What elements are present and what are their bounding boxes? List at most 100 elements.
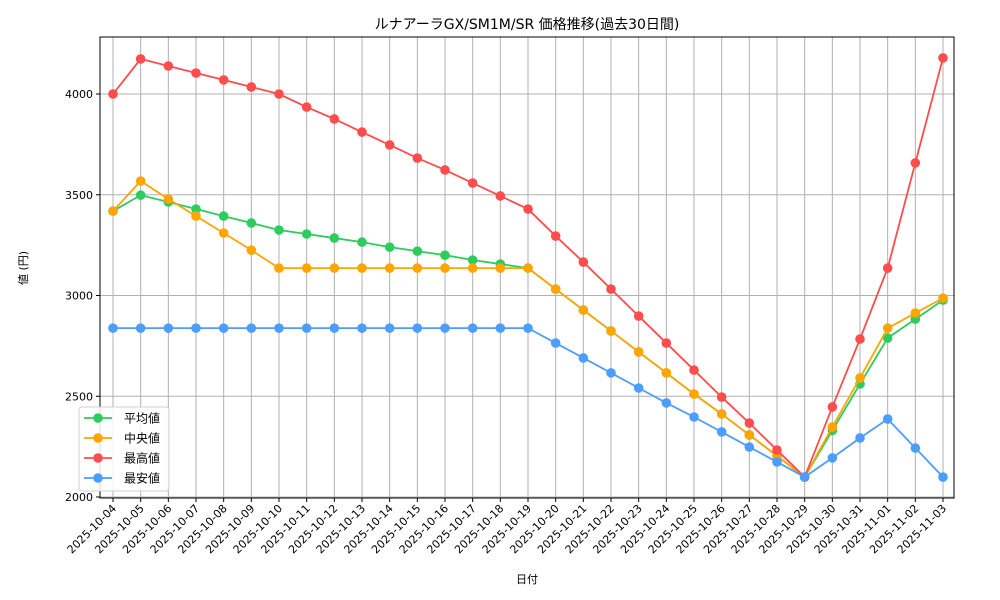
data-point-marker — [467, 323, 478, 333]
data-point-marker — [440, 263, 450, 273]
data-point-marker — [744, 442, 755, 452]
data-point-marker — [523, 204, 533, 214]
data-point-marker — [384, 242, 395, 252]
data-point-marker — [744, 430, 755, 440]
data-point-marker — [191, 211, 201, 221]
data-point-marker — [246, 323, 257, 333]
data-point-marker — [855, 373, 865, 383]
data-point-marker — [495, 191, 506, 201]
data-point-marker — [412, 153, 423, 163]
legend-marker-icon — [93, 433, 103, 443]
legend-marker-icon — [93, 473, 103, 483]
data-point-marker — [550, 231, 561, 241]
data-point-marker — [772, 445, 782, 455]
plot-area-frame — [99, 36, 955, 499]
data-point-marker — [218, 228, 229, 238]
data-point-marker — [495, 263, 506, 273]
data-point-marker — [135, 323, 146, 333]
y-tick-label: 2500 — [65, 390, 93, 403]
data-point-marker — [633, 311, 644, 321]
legend-label: 平均値 — [124, 411, 160, 426]
data-point-marker — [938, 472, 948, 482]
data-point-marker — [274, 89, 284, 99]
data-point-marker — [606, 326, 616, 336]
data-point-marker — [301, 323, 312, 333]
data-point-marker — [467, 255, 478, 265]
data-point-marker — [218, 323, 229, 333]
data-point-marker — [246, 82, 257, 92]
data-point-marker — [689, 389, 699, 399]
data-point-marker — [799, 472, 810, 482]
data-point-marker — [108, 89, 118, 99]
data-point-marker — [274, 323, 284, 333]
data-point-marker — [716, 409, 727, 419]
legend-label: 最安値 — [124, 471, 160, 486]
data-point-marker — [191, 323, 201, 333]
series-1 — [108, 176, 948, 482]
data-point-marker — [412, 323, 423, 333]
data-point-marker — [357, 323, 367, 333]
data-point-marker — [412, 246, 423, 256]
data-point-marker — [357, 127, 367, 137]
data-point-marker — [689, 412, 699, 422]
x-axis-label: 日付 — [516, 573, 538, 586]
y-tick-label: 3500 — [65, 189, 93, 202]
data-point-marker — [910, 308, 921, 318]
x-axis: 2025-10-042025-10-052025-10-062025-10-07… — [65, 498, 949, 556]
data-point-marker — [523, 263, 533, 273]
data-point-marker — [827, 402, 838, 412]
data-point-marker — [135, 176, 146, 186]
data-point-marker — [384, 140, 395, 150]
data-point-marker — [274, 225, 284, 235]
data-point-marker — [163, 61, 174, 71]
data-point-marker — [274, 263, 284, 273]
data-point-marker — [689, 365, 699, 375]
data-point-marker — [163, 194, 174, 204]
data-point-marker — [384, 263, 395, 273]
data-point-marker — [467, 263, 478, 273]
data-point-marker — [357, 237, 367, 247]
data-point-marker — [716, 427, 727, 437]
data-point-marker — [910, 158, 921, 168]
data-point-marker — [218, 211, 229, 221]
series-3 — [108, 323, 948, 482]
data-point-marker — [191, 204, 201, 214]
data-point-marker — [606, 368, 616, 378]
data-point-marker — [661, 398, 672, 408]
legend-marker-icon — [93, 453, 103, 463]
data-point-marker — [910, 443, 921, 453]
data-point-marker — [550, 338, 561, 348]
data-point-marker — [163, 323, 174, 333]
data-point-marker — [301, 102, 312, 112]
data-point-marker — [633, 383, 644, 393]
data-point-marker — [357, 263, 367, 273]
data-point-marker — [578, 305, 589, 315]
data-point-marker — [301, 263, 312, 273]
data-point-marker — [578, 353, 589, 363]
data-point-marker — [578, 257, 589, 267]
data-point-marker — [882, 263, 893, 273]
data-point-marker — [440, 323, 450, 333]
data-point-marker — [495, 323, 506, 333]
data-point-marker — [246, 218, 257, 228]
data-point-marker — [412, 263, 423, 273]
data-point-marker — [855, 334, 865, 344]
legend-label: 最高値 — [124, 451, 160, 466]
data-point-marker — [384, 323, 395, 333]
data-point-marker — [661, 368, 672, 378]
data-point-marker — [855, 433, 865, 443]
data-point-marker — [329, 323, 340, 333]
data-point-marker — [882, 323, 893, 333]
data-point-marker — [716, 392, 727, 402]
data-point-marker — [633, 347, 644, 357]
y-tick-label: 2000 — [65, 491, 93, 504]
y-axis: 2000 2500 3000 3500 4000 — [65, 88, 100, 504]
data-point-marker — [744, 418, 755, 428]
data-point-marker — [882, 333, 893, 343]
y-axis-label: 値 (円) — [17, 251, 30, 285]
data-point-marker — [135, 190, 146, 200]
data-point-marker — [938, 293, 948, 303]
y-tick-label: 3000 — [65, 290, 93, 303]
